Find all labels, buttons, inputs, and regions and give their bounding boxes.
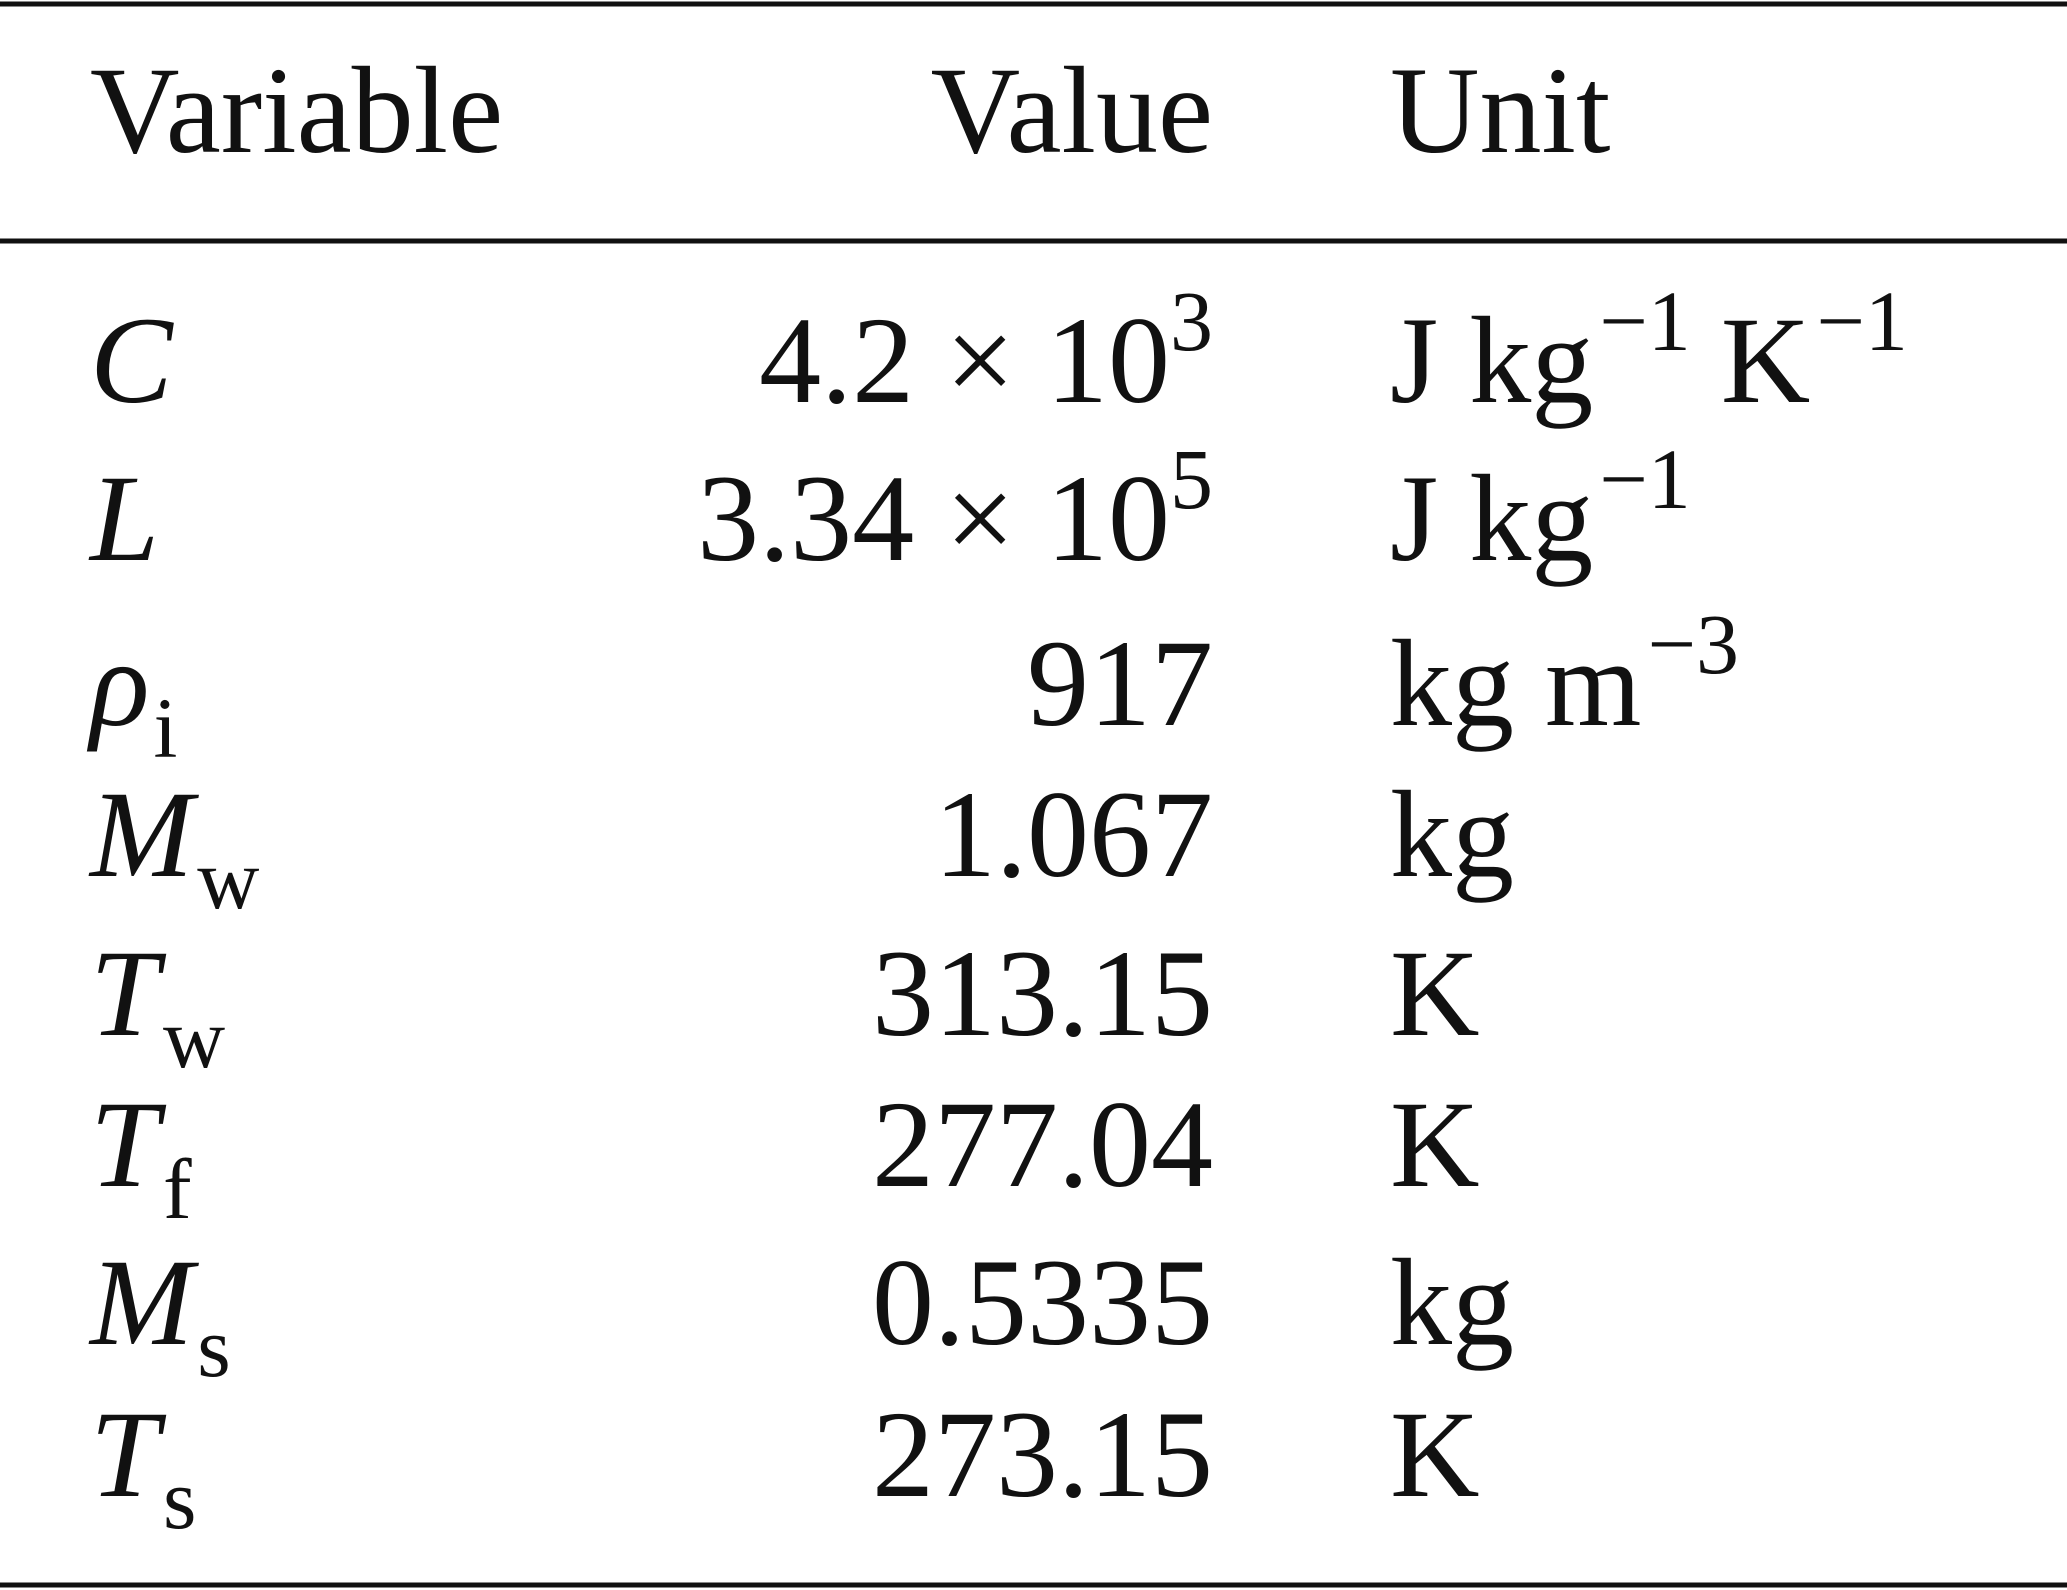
variable-cell: ρi — [86, 615, 177, 776]
variable-cell: Tw — [90, 925, 225, 1086]
unit-cell: kg — [1390, 766, 1514, 903]
variable-cell: Ts — [90, 1386, 196, 1547]
unit-text: J kg — [1390, 292, 1593, 429]
unit-cell: kg m−3 — [1390, 596, 1739, 752]
value-exponent: 3 — [1170, 273, 1213, 369]
header-cell: Unit — [1390, 42, 1610, 179]
unit-superscript: −1 — [1599, 431, 1691, 527]
unit-cell: K — [1390, 1076, 1480, 1213]
variable-symbol: M — [88, 766, 199, 903]
value-text: 313.15 — [872, 925, 1213, 1062]
unit-text: K — [1390, 925, 1480, 1062]
value-text: 917 — [1027, 615, 1213, 752]
unit-text: K — [1390, 1386, 1480, 1523]
value-text: 1.067 — [934, 766, 1213, 903]
unit-text: kg m — [1390, 615, 1641, 752]
variable-subscript: i — [154, 680, 178, 776]
value-text: 3.34 × 10 — [697, 450, 1170, 587]
variable-cell: L — [88, 450, 159, 587]
variable-subscript: w — [163, 990, 225, 1086]
value-exponent: 5 — [1170, 431, 1213, 527]
unit-cell: J kg−1 K−1 — [1390, 273, 1908, 429]
variable-symbol: L — [88, 450, 159, 587]
value-text: 273.15 — [872, 1386, 1213, 1523]
value-cell: 273.15 — [872, 1386, 1213, 1523]
value-text: 4.2 × 10 — [759, 292, 1170, 429]
variable-subscript: s — [163, 1451, 196, 1547]
unit-text: J kg — [1390, 450, 1593, 587]
variable-cell: Mw — [88, 766, 259, 927]
value-cell: 313.15 — [872, 925, 1213, 1062]
unit-cell: K — [1390, 925, 1480, 1062]
unit-cell: J kg−1 — [1390, 431, 1691, 587]
variable-symbol: T — [90, 1076, 167, 1213]
value-text: 277.04 — [872, 1076, 1213, 1213]
variable-symbol: M — [88, 1234, 199, 1371]
variable-subscript: f — [163, 1141, 192, 1237]
unit-superscript: −1 — [1599, 273, 1691, 369]
variable-symbol: ρ — [86, 615, 150, 752]
unit-superscript: −3 — [1647, 596, 1739, 692]
variable-symbol: T — [90, 925, 167, 1062]
variable-cell: C — [90, 292, 174, 429]
variable-subscript: w — [197, 831, 259, 927]
value-cell: 1.067 — [934, 766, 1213, 903]
unit-cell: kg — [1390, 1234, 1514, 1371]
variable-symbol: T — [90, 1386, 167, 1523]
value-text: 0.5335 — [872, 1234, 1213, 1371]
value-cell: 4.2 × 103 — [759, 273, 1213, 429]
variable-subscript: s — [197, 1299, 230, 1395]
value-cell: 3.34 × 105 — [697, 431, 1213, 587]
value-cell: 0.5335 — [872, 1234, 1213, 1371]
value-cell: 277.04 — [872, 1076, 1213, 1213]
unit-superscript: −1 — [1816, 273, 1908, 369]
value-cell: 917 — [1027, 615, 1213, 752]
variable-cell: Ms — [88, 1234, 231, 1395]
variable-symbol: C — [90, 292, 174, 429]
unit-text: K — [1721, 292, 1811, 429]
header-cell: Value — [931, 42, 1213, 179]
unit-text: kg — [1390, 766, 1514, 903]
unit-text: kg — [1390, 1234, 1514, 1371]
variable-cell: Tf — [90, 1076, 192, 1237]
unit-cell: K — [1390, 1386, 1480, 1523]
header-cell: Variable — [90, 42, 503, 179]
unit-text: K — [1390, 1076, 1480, 1213]
